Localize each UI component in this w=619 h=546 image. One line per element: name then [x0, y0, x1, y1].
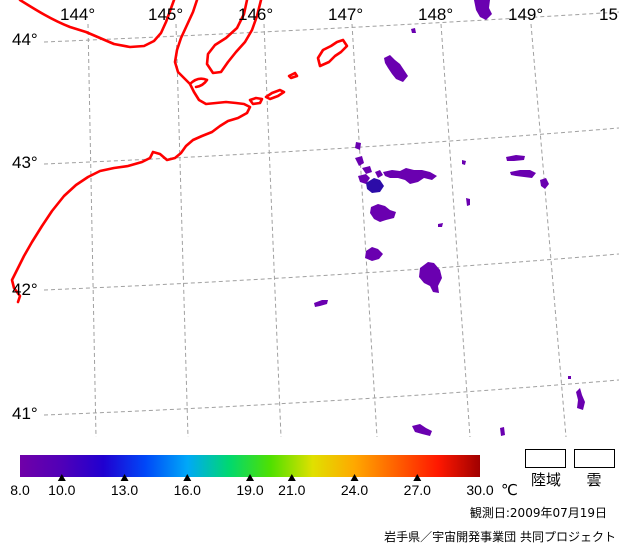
sst-data	[314, 0, 585, 436]
observation-date: 観測日:2009年07月19日	[470, 506, 607, 520]
lat-label-44: 44°	[12, 30, 38, 49]
sst-patch-cold	[366, 178, 384, 193]
colorbar-tick-mark	[246, 474, 254, 481]
lon-label-148: 148°	[418, 5, 453, 24]
sst-patch	[412, 424, 432, 436]
colorbar-tick-label: 10.0	[48, 482, 75, 498]
credit-line: 岩手県／宇宙開発事業団 共同プロジェクト	[384, 529, 616, 544]
colorbar-ticks: 8.0 10.0 13.0 16.0 19.0 21.0 24.0 27.0 30.0	[10, 474, 494, 498]
legend: 陸域 雲	[525, 449, 615, 489]
graticule-parallel-41	[43, 379, 619, 416]
coastline-islet	[287, 71, 299, 80]
lat-label-41: 41°	[12, 404, 38, 423]
sst-patch	[370, 204, 396, 222]
colorbar-tick-label: 21.0	[278, 482, 305, 498]
lon-label-146: 146°	[238, 5, 273, 24]
sst-patch	[540, 178, 549, 189]
sst-patch	[365, 247, 383, 261]
lon-label-144: 144°	[60, 5, 95, 24]
legend-land-swatch	[525, 449, 566, 468]
colorbar-tick-label: 16.0	[174, 482, 201, 498]
colorbar: 8.0 10.0 13.0 16.0 19.0 21.0 24.0 27.0 30.0 ℃	[10, 455, 518, 499]
sst-patch	[438, 223, 443, 227]
sst-patch	[474, 0, 492, 20]
legend-cloud-swatch	[574, 449, 615, 468]
colorbar-tick-label: 27.0	[404, 482, 431, 498]
sst-patch	[466, 198, 470, 206]
sst-patch	[314, 300, 328, 307]
colorbar-tick-mark	[120, 474, 129, 481]
legend-cloud-label: 雲	[586, 471, 601, 489]
sst-patch	[419, 262, 442, 293]
graticule-parallel-43	[43, 127, 619, 165]
colorbar-tick-label: 13.0	[111, 482, 138, 498]
graticule-meridian-147	[351, 23, 378, 438]
colorbar-bar	[20, 455, 480, 477]
colorbar-tick-label: 19.0	[236, 482, 263, 498]
sst-patch	[462, 160, 466, 165]
sst-patch	[383, 168, 437, 184]
graticule-parallel-42	[43, 253, 619, 291]
coastline-island-outline	[316, 38, 349, 68]
coastline	[10, 0, 349, 304]
graticule-meridian-149	[530, 23, 567, 438]
latitude-labels: 44° 43° 42° 41°	[12, 30, 38, 423]
colorbar-unit: ℃	[501, 481, 518, 499]
sst-patch	[500, 427, 505, 436]
lat-label-42: 42°	[12, 280, 38, 299]
graticule-parallel-44	[43, 11, 619, 43]
sst-patch	[576, 388, 585, 410]
sst-patch	[568, 376, 571, 379]
colorbar-tick-label: 30.0	[466, 482, 493, 498]
lon-label-145: 145°	[148, 5, 183, 24]
map-area: 144° 145° 146° 147° 148° 149° 15 44° 43°…	[10, 0, 619, 438]
coastline-notsuke-spit	[188, 77, 209, 89]
colorbar-tick-mark	[413, 474, 422, 481]
sst-patch	[358, 174, 370, 184]
sst-patch	[506, 155, 525, 161]
longitude-labels: 144° 145° 146° 147° 148° 149° 15	[60, 5, 618, 24]
graticule-meridian-145	[175, 23, 189, 438]
colorbar-tick-mark	[57, 474, 66, 481]
colorbar-tick-mark	[183, 474, 192, 481]
colorbar-tick-label: 8.0	[10, 482, 30, 498]
colorbar-tick-mark	[350, 474, 359, 481]
graticule-meridian-144	[87, 23, 97, 438]
sst-patch	[510, 170, 536, 178]
coastline-okhotsk	[18, 0, 176, 49]
footer: 観測日:2009年07月19日 岩手県／宇宙開発事業団 共同プロジェクト	[384, 506, 616, 544]
coastline-eastern-hokkaido	[10, 0, 252, 304]
legend-land-label: 陸域	[531, 471, 561, 489]
lat-label-43: 43°	[12, 153, 38, 172]
sst-patch	[362, 166, 372, 174]
coastline-islet	[264, 88, 286, 101]
sst-patch	[411, 28, 416, 33]
sst-patch	[375, 170, 383, 178]
sst-patch	[355, 142, 361, 150]
sst-patch	[355, 156, 364, 166]
lon-label-150-cut: 15	[599, 5, 618, 24]
graticule-meridian-148	[440, 23, 471, 438]
lon-label-149: 149°	[508, 5, 543, 24]
sst-patch	[384, 55, 408, 82]
graticule-meridian-146	[263, 23, 282, 438]
colorbar-tick-label: 24.0	[341, 482, 368, 498]
lon-label-147: 147°	[328, 5, 363, 24]
graticule	[43, 11, 619, 438]
coastline-kunashiri	[205, 0, 263, 75]
coastline-islet	[248, 96, 264, 106]
colorbar-tick-mark	[287, 474, 296, 481]
